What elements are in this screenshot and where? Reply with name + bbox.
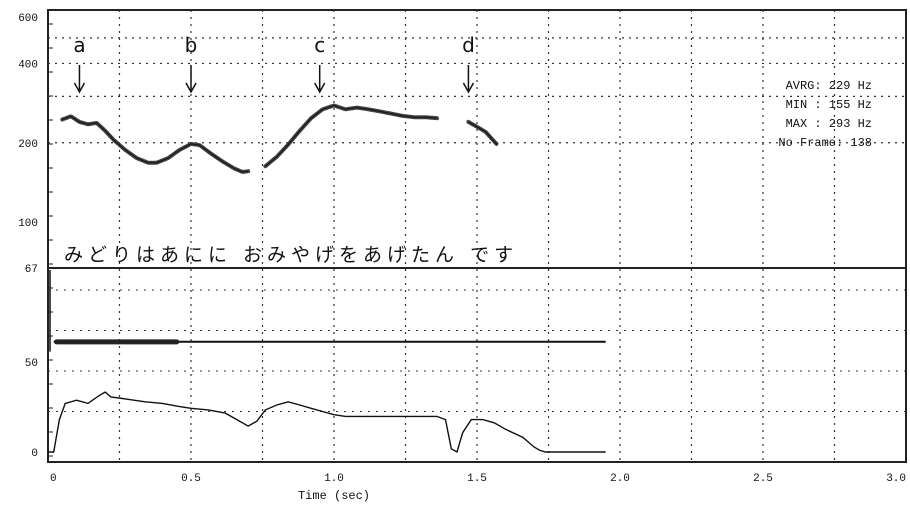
stats-line: MAX : 293 Hz — [786, 117, 872, 131]
x-tick-label: 2.0 — [610, 473, 630, 485]
pitch-segment — [263, 103, 439, 169]
pitch-segment — [466, 119, 499, 147]
pitch-segment-core — [62, 115, 249, 173]
marker-arrow-head — [185, 82, 197, 94]
transcript-text: みどりはあにに おみやげをあげたん です — [64, 244, 518, 266]
x-tick-label: 0.5 — [181, 473, 201, 485]
x-tick-label: 0 — [50, 473, 57, 485]
pitch-segment-core — [468, 121, 498, 145]
pitch-segment-core — [265, 104, 438, 167]
stats-line: MIN : 155 Hz — [786, 98, 872, 112]
stats-line: No Frame: 138 — [778, 136, 872, 150]
y-tick-label: 600 — [18, 13, 38, 25]
marker-arrow-head — [314, 82, 326, 94]
lower-energy-trace — [48, 391, 606, 454]
stats-line: AVRG: 229 Hz — [786, 79, 872, 93]
pitch-contour — [60, 103, 499, 175]
x-axis-title: Time (sec) — [298, 489, 370, 503]
y-tick-label: 67 — [25, 264, 38, 276]
y-tick-label: 100 — [18, 218, 38, 230]
x-tick-label: 1.5 — [467, 473, 487, 485]
marker-letter: d — [462, 33, 475, 57]
grid-lines — [48, 10, 906, 462]
marker-letter: c — [314, 33, 325, 57]
x-tick-label: 1.0 — [324, 473, 344, 485]
y-tick-label: 400 — [18, 59, 38, 71]
chart-labels: 600 400 200 100 67 50 0 0 0.5 1.0 1.5 2.0 2.5 3.0 Time… — [18, 13, 906, 503]
energy-traces — [48, 270, 606, 454]
marker-letter: b — [185, 33, 198, 57]
y-tick-label: 50 — [25, 358, 38, 370]
marker-arrow-head — [73, 82, 86, 94]
y-tick-label: 0 — [31, 448, 38, 460]
pitch-segment — [60, 114, 251, 175]
x-tick-label: 3.0 — [886, 473, 906, 485]
x-tick-label: 2.5 — [753, 473, 773, 485]
marker-letter: a — [73, 33, 85, 57]
marker-arrow-head — [462, 82, 475, 94]
y-tick-label: 200 — [18, 139, 38, 151]
